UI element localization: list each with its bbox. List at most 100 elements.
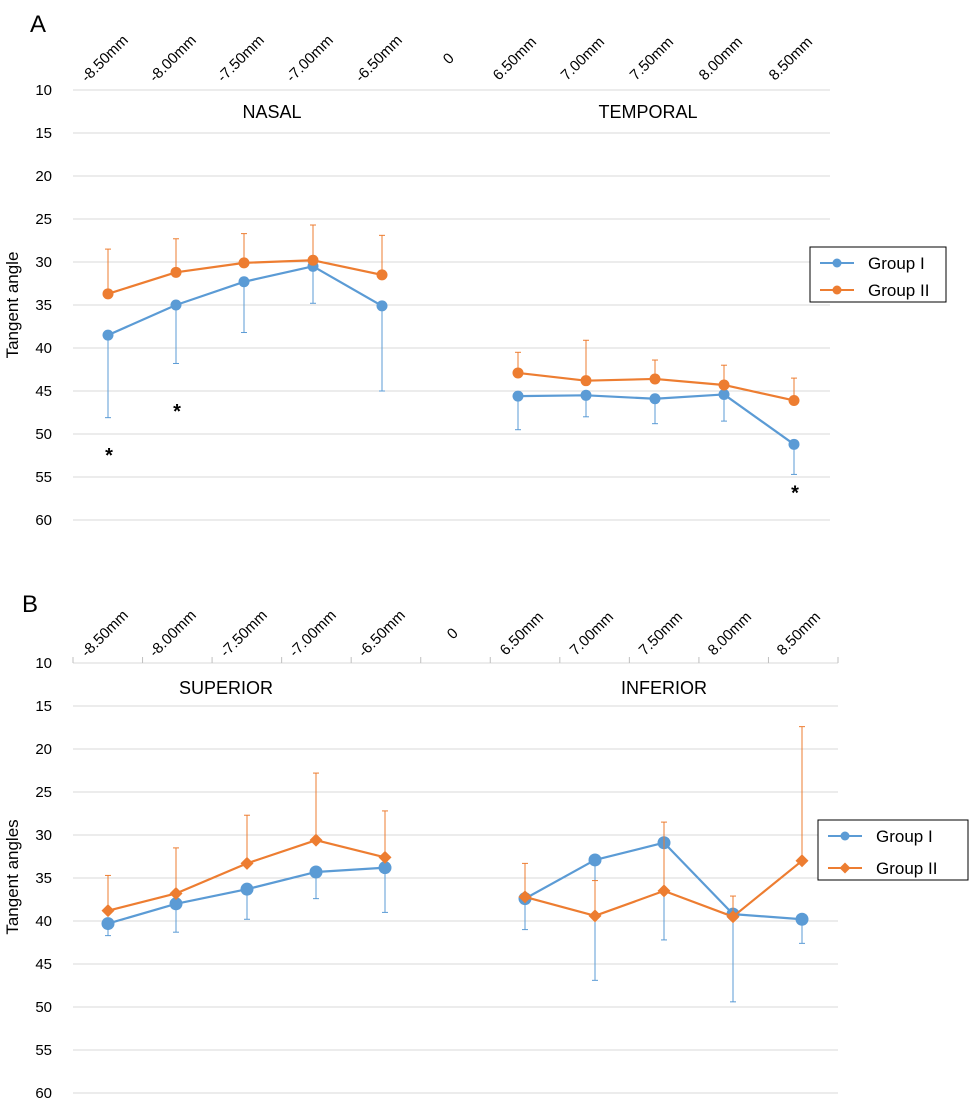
y-tick-label: 15 bbox=[35, 125, 52, 142]
x-tick-label: 8.00mm bbox=[696, 34, 746, 84]
legend: Group I Group II bbox=[817, 819, 969, 881]
series-group-1 bbox=[101, 836, 809, 1003]
x-tick-label: 7.50mm bbox=[636, 609, 686, 659]
data-point bbox=[238, 257, 250, 269]
chart-panel-a: A 10 15 20 25 30 35 40 45 50 55 60 -8.50mm -8.00mm -7.… bbox=[3, 11, 947, 529]
x-tick-label: 6.50mm bbox=[497, 609, 547, 659]
x-tick-label: 6.50mm bbox=[490, 34, 540, 84]
data-point bbox=[102, 288, 114, 300]
y-tick-label: 20 bbox=[35, 168, 52, 185]
y-tick-label: 20 bbox=[35, 741, 52, 758]
y-tick-label: 35 bbox=[35, 870, 52, 887]
x-tick-label: 8.00mm bbox=[705, 609, 755, 659]
y-tick-label: 40 bbox=[35, 913, 52, 930]
legend-box bbox=[809, 246, 947, 303]
data-point bbox=[376, 300, 388, 312]
x-tick-label: -8.00mm bbox=[146, 607, 200, 661]
y-tick-label: 30 bbox=[35, 827, 52, 844]
data-point bbox=[307, 254, 319, 266]
x-tick-label: -6.50mm bbox=[352, 32, 406, 86]
data-point bbox=[649, 393, 661, 405]
data-point bbox=[518, 890, 532, 904]
data-point bbox=[376, 269, 388, 281]
y-tick-label: 50 bbox=[35, 426, 52, 443]
data-point bbox=[795, 854, 809, 868]
section-label: TEMPORAL bbox=[598, 102, 697, 122]
y-tick-label: 55 bbox=[35, 1042, 52, 1059]
legend-swatch-marker bbox=[832, 285, 842, 295]
x-tick-label: 8.50mm bbox=[766, 34, 816, 84]
y-tick-label: 10 bbox=[35, 82, 52, 99]
section-label: SUPERIOR bbox=[179, 678, 273, 698]
series-group-1 bbox=[102, 260, 800, 475]
chart-panel-b: B 10 15 20 25 30 35 40 45 50 55 60 -8.50mm -8.00mm -7.… bbox=[3, 591, 969, 1102]
data-point bbox=[240, 856, 254, 870]
data-point bbox=[101, 917, 115, 931]
legend-swatch-marker bbox=[832, 258, 842, 268]
y-tick-label: 40 bbox=[35, 340, 52, 357]
data-point bbox=[170, 299, 182, 311]
legend-label: Group I bbox=[876, 827, 933, 846]
panel-label: B bbox=[22, 591, 38, 618]
data-point bbox=[102, 329, 114, 341]
data-point bbox=[726, 910, 740, 924]
y-tick-label: 25 bbox=[35, 784, 52, 801]
data-point bbox=[378, 861, 392, 875]
legend-swatch-marker bbox=[839, 862, 851, 874]
y-tick-label: 25 bbox=[35, 211, 52, 228]
x-tick-label: -6.50mm bbox=[355, 607, 409, 661]
x-tick-label: -8.00mm bbox=[146, 32, 200, 86]
x-tick-label: -7.50mm bbox=[214, 32, 268, 86]
data-point bbox=[588, 853, 602, 867]
y-tick-label: 15 bbox=[35, 698, 52, 715]
legend-label: Group II bbox=[876, 859, 937, 878]
data-point bbox=[718, 388, 730, 400]
x-tick-label: 8.50mm bbox=[774, 609, 824, 659]
y-tick-label: 45 bbox=[35, 956, 52, 973]
y-tick-label: 60 bbox=[35, 512, 52, 529]
data-point bbox=[101, 904, 115, 918]
series-group-2 bbox=[101, 726, 809, 924]
legend-swatch-marker bbox=[840, 831, 850, 841]
y-axis-title: Tangent angle bbox=[3, 252, 22, 359]
x-tick-label: 0 bbox=[444, 625, 462, 643]
x-tick-label: 7.00mm bbox=[567, 609, 617, 659]
x-tick-label: -7.00mm bbox=[286, 607, 340, 661]
data-point bbox=[512, 390, 524, 402]
data-point bbox=[512, 367, 524, 379]
legend: Group I Group II bbox=[809, 246, 947, 303]
y-tick-label: 30 bbox=[35, 254, 52, 271]
y-tick-label: 10 bbox=[35, 655, 52, 672]
data-point bbox=[580, 375, 592, 387]
x-tick-label: -8.50mm bbox=[78, 32, 132, 86]
y-axis-title: Tangent angles bbox=[3, 819, 22, 934]
series-group-2 bbox=[102, 224, 800, 406]
x-tick-label: -7.00mm bbox=[283, 32, 337, 86]
data-point bbox=[309, 865, 323, 879]
data-point bbox=[795, 912, 809, 926]
data-point bbox=[169, 897, 183, 911]
panel-label: A bbox=[30, 11, 46, 38]
x-tick-label: 7.50mm bbox=[627, 34, 677, 84]
data-point bbox=[240, 882, 254, 896]
significance-marker: * bbox=[173, 401, 181, 423]
section-label: NASAL bbox=[242, 102, 301, 122]
data-point bbox=[718, 379, 730, 391]
y-tick-label: 45 bbox=[35, 383, 52, 400]
significance-marker: * bbox=[105, 445, 113, 467]
data-point bbox=[649, 373, 661, 385]
legend-label: Group II bbox=[868, 281, 929, 300]
data-point bbox=[378, 850, 392, 864]
data-point bbox=[169, 886, 183, 900]
x-tick-label: -8.50mm bbox=[78, 607, 132, 661]
data-point bbox=[309, 833, 323, 847]
data-point bbox=[170, 266, 182, 278]
data-point bbox=[238, 276, 250, 288]
legend-label: Group I bbox=[868, 254, 925, 273]
section-label: INFERIOR bbox=[621, 678, 707, 698]
x-tick-label: -7.50mm bbox=[217, 607, 271, 661]
data-point bbox=[788, 394, 800, 406]
data-point bbox=[580, 389, 592, 401]
x-tick-label: 0 bbox=[440, 50, 458, 68]
